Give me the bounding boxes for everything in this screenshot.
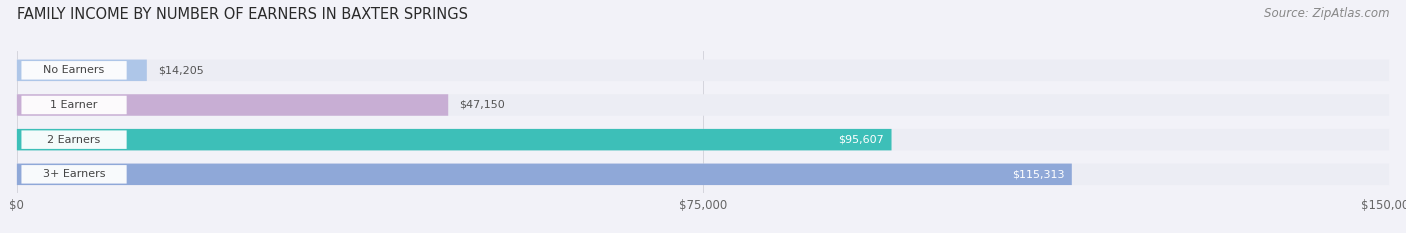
FancyBboxPatch shape [17,129,891,151]
Text: 1 Earner: 1 Earner [51,100,98,110]
Text: 3+ Earners: 3+ Earners [42,169,105,179]
Text: 2 Earners: 2 Earners [48,135,101,145]
FancyBboxPatch shape [17,164,1071,185]
FancyBboxPatch shape [17,94,449,116]
Text: $14,205: $14,205 [157,65,204,75]
Text: FAMILY INCOME BY NUMBER OF EARNERS IN BAXTER SPRINGS: FAMILY INCOME BY NUMBER OF EARNERS IN BA… [17,7,468,22]
Text: $95,607: $95,607 [838,135,884,145]
Text: $47,150: $47,150 [460,100,505,110]
FancyBboxPatch shape [21,96,127,114]
FancyBboxPatch shape [21,165,127,184]
Text: $115,313: $115,313 [1012,169,1064,179]
FancyBboxPatch shape [21,61,127,79]
FancyBboxPatch shape [17,94,1389,116]
Text: No Earners: No Earners [44,65,104,75]
FancyBboxPatch shape [17,164,1389,185]
FancyBboxPatch shape [17,60,146,81]
Text: Source: ZipAtlas.com: Source: ZipAtlas.com [1264,7,1389,20]
FancyBboxPatch shape [17,129,1389,151]
FancyBboxPatch shape [17,60,1389,81]
FancyBboxPatch shape [21,130,127,149]
